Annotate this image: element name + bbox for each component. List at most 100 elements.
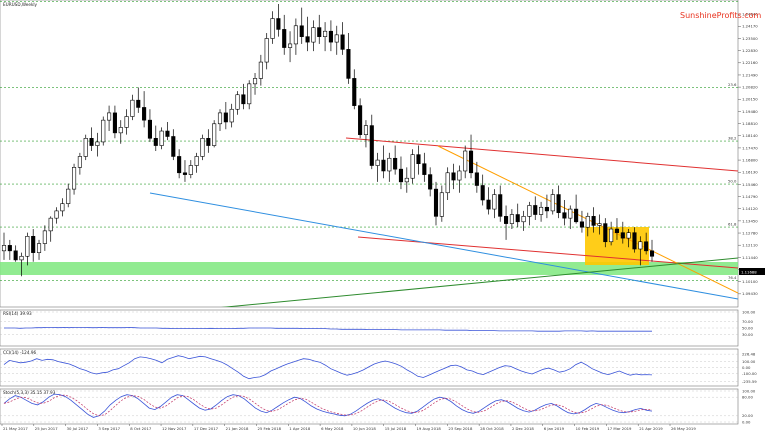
candle-body (247, 83, 252, 105)
brand-watermark: SunshineProfits.com (680, 11, 762, 20)
candle-body (632, 232, 637, 250)
candle-body (1, 245, 7, 252)
time-tick-label: 25 Feb 2018 (257, 426, 281, 431)
time-tick-label: 21 Jan 2018 (226, 426, 249, 431)
candle-body (118, 127, 123, 134)
time-tick-label: 17 Mar 2019 (607, 426, 632, 431)
candle-body (328, 30, 333, 43)
oscillator-line (3, 393, 653, 418)
candle-body (591, 216, 596, 226)
candle-body (375, 159, 380, 166)
oscillator-tick-label: 0.00 (742, 365, 751, 370)
candle-body (288, 43, 293, 48)
candle-body (527, 205, 532, 217)
current-price-tag (739, 268, 765, 275)
oscillator-title: RSI(14) 39.93 (3, 311, 32, 316)
candle-body (603, 223, 608, 243)
price-tick-label: 1.11440 (742, 255, 758, 260)
candle-body (323, 30, 328, 37)
candle-body (182, 172, 188, 175)
candle-body (574, 208, 579, 223)
symbol-title: EURUSD,Weekly (3, 2, 38, 7)
candle-body (276, 18, 281, 30)
candle-body (393, 157, 398, 170)
candle-body (363, 125, 368, 135)
time-tick-label: 1 Apr 2018 (289, 426, 311, 431)
oscillator-signal-line (3, 394, 653, 417)
oscillator-tick-label: -235.59 (742, 379, 757, 384)
candle-body (457, 170, 462, 181)
candle-body (270, 18, 275, 39)
candle-body (83, 138, 88, 157)
candle-body (48, 217, 53, 232)
candle-body (229, 108, 234, 123)
candle-body (398, 168, 404, 183)
candle-body (539, 206, 544, 215)
candle-body (451, 172, 456, 181)
candle-body (568, 208, 573, 219)
candle-body (77, 156, 82, 168)
oscillator-tick-label: 100.00 (742, 388, 756, 393)
time-tick-label: 2 Dec 2018 (512, 426, 534, 431)
oscillator-tick-label: 226.48 (742, 352, 756, 357)
candle-body (311, 27, 316, 43)
candle-body (609, 228, 614, 243)
candle-body (54, 210, 59, 219)
red-channel-upper (345, 137, 738, 172)
candle-body (644, 241, 649, 252)
oscillator-line (4, 326, 652, 332)
candle-body (107, 112, 112, 121)
candle-body (317, 27, 322, 37)
price-tick-label: 1.14790 (742, 194, 758, 199)
fib-label: 50.0 (728, 179, 737, 184)
oscillator-title: CCI(14) -124.96 (3, 350, 37, 355)
price-tick-label: 1.09430 (742, 291, 758, 296)
price-tick-label: 1.16800 (742, 157, 758, 162)
candle-body (544, 206, 549, 212)
time-tick-label: 26 May 2019 (671, 426, 696, 431)
candle-body (504, 216, 509, 224)
candle-body (31, 236, 36, 253)
fib-label: 0.0 (728, 0, 735, 1)
candle-body (358, 105, 363, 135)
candle-body (340, 34, 345, 50)
candle-body (159, 130, 164, 146)
price-tick-label: 1.24840 (742, 12, 758, 17)
green-trend-line (221, 257, 738, 307)
candle-body (130, 99, 135, 117)
candle-body (509, 214, 514, 224)
candle-body (223, 112, 228, 123)
candle-body (212, 123, 217, 146)
candle-body (217, 112, 223, 125)
time-tick-label: 6 May 2018 (321, 426, 344, 431)
candle-body (480, 185, 485, 201)
candle-body (620, 232, 625, 239)
candle-body (334, 34, 339, 43)
candle-body (7, 245, 12, 252)
candle-body (136, 99, 141, 108)
oscillator-title: Stoch(5,3,3) 35.15 37.93 (3, 390, 56, 395)
fib-levels: 0.0 23.6 38.2 50.0 61.8 76.4 (0, 0, 738, 281)
time-tick-label: 28 Oct 2018 (480, 426, 504, 431)
candle-body (352, 78, 357, 106)
candle-body (579, 221, 584, 228)
price-tick-label: 1.12110 (742, 243, 758, 248)
candle-body (72, 167, 77, 190)
fib-label: 76.4 (728, 275, 737, 280)
time-tick-label: 21 May 2017 (3, 426, 28, 431)
candle-body (124, 116, 129, 128)
candle-body (515, 214, 520, 223)
price-tick-label: 1.17470 (742, 145, 758, 150)
price-tick-label: 1.20150 (742, 97, 758, 102)
price-tick-label: 1.10100 (742, 279, 758, 284)
time-tick-label: 3 Sep 2017 (98, 426, 120, 431)
candle-body (264, 38, 269, 63)
candle-body (293, 25, 298, 45)
candle-body (445, 172, 450, 194)
candle-body (188, 165, 193, 175)
candle-body (649, 250, 655, 257)
time-tick-label: 10 Jun 2018 (353, 426, 376, 431)
candle-body (206, 138, 211, 146)
candle-body (60, 203, 65, 212)
